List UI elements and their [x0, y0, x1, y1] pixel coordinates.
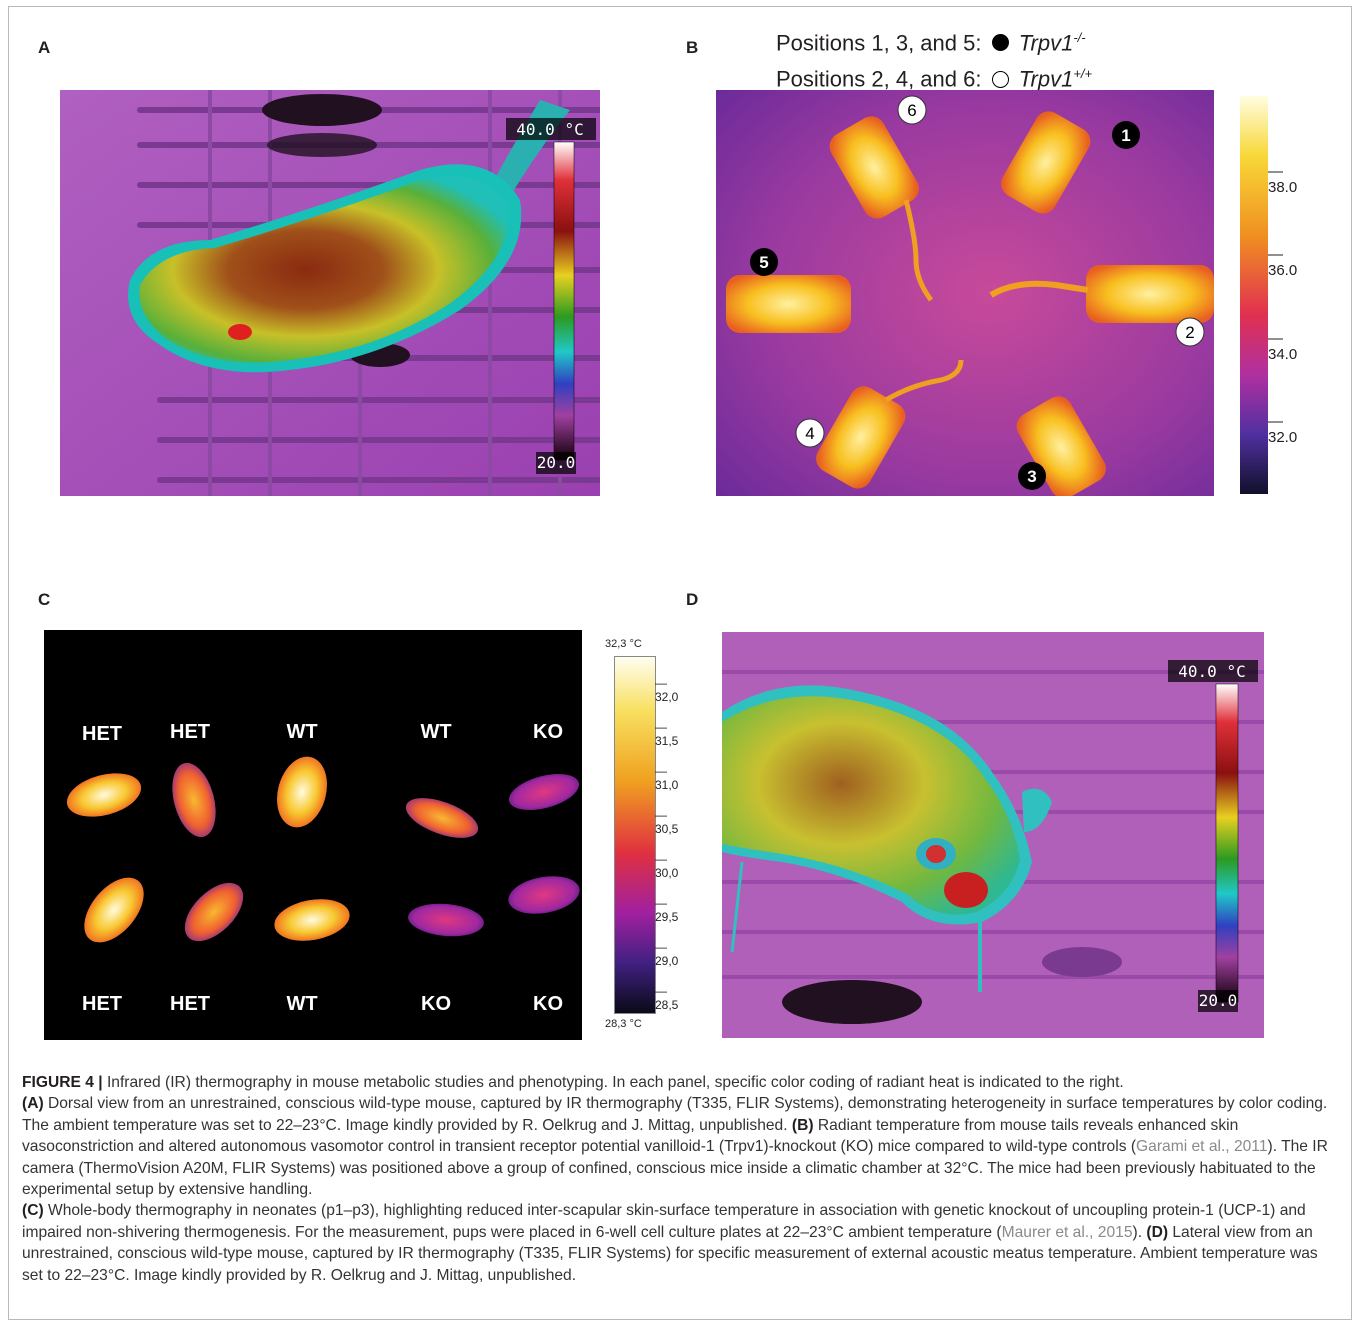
- caption-c-reference-link[interactable]: Maurer et al., 2015: [1001, 1223, 1133, 1241]
- panel-a-label: A: [38, 38, 51, 57]
- legend-line2-sup: +/+: [1073, 66, 1093, 82]
- panel-b-svg: 6 1 5 2 4 3: [716, 90, 1214, 496]
- legend-line1-sup: -/-: [1073, 30, 1086, 45]
- panel-b-thermal-image: 6 1 5 2 4 3: [716, 90, 1214, 496]
- pup-het-3: [84, 877, 144, 943]
- c-bottom-label-2: HET: [170, 993, 210, 1015]
- position-3-label: 3: [1027, 467, 1036, 486]
- c-bottom-label-4: KO: [421, 993, 451, 1015]
- c-tick-6: — 29,0: [655, 940, 679, 968]
- b-tick-32: — 32.0: [1268, 413, 1298, 446]
- pup-ko-1: [508, 773, 580, 811]
- position-6-label: 6: [907, 101, 916, 120]
- caption-a-label: (A): [22, 1095, 44, 1113]
- panel-b-colorbar: [1240, 96, 1268, 494]
- caption-d-label: (D): [1146, 1223, 1169, 1241]
- filled-circle-icon: [991, 34, 1009, 52]
- panel-d-scale-bottom: 20.0: [1199, 991, 1238, 1010]
- pup-ko-3: [508, 876, 580, 914]
- pup-het-1: [66, 773, 142, 817]
- panel-d-scale-top: 40.0 °C: [1178, 662, 1245, 681]
- c-tick-2: — 31,0: [655, 764, 679, 792]
- panel-b-legend-line1: Positions 1, 3, and 5: Trpv1-/-: [776, 22, 1092, 58]
- caption-c-text2: ).: [1132, 1223, 1143, 1241]
- mouse-5: [726, 275, 851, 333]
- panel-c-svg: HET HET WT WT KO HET HET WT KO KO: [66, 721, 580, 1015]
- pup-ko-2: [408, 903, 484, 937]
- figure-frame: [8, 6, 1352, 1320]
- b-tick-36: — 36.0: [1268, 246, 1298, 279]
- panel-a-scale-top: 40.0 °C: [516, 120, 583, 139]
- pup-het-4: [184, 882, 244, 942]
- position-1-label: 1: [1121, 126, 1130, 145]
- panel-c-scale-bottom: 28,3 °C: [605, 1018, 642, 1030]
- c-tick-3: — 30,5: [655, 808, 679, 836]
- b-tick-34: — 34.0: [1268, 330, 1298, 363]
- caption-c-label: (C): [22, 1202, 44, 1220]
- mouse-4: [816, 386, 906, 489]
- position-2-label: 2: [1185, 323, 1194, 342]
- caption-d-text: Lateral view from an unrestrained, consc…: [22, 1223, 1318, 1284]
- c-top-label-4: WT: [420, 721, 451, 743]
- c-tick-1: — 31,5: [655, 720, 679, 748]
- position-5-label: 5: [759, 253, 768, 272]
- legend-line2-prefix: Positions 2, 4, and 6:: [776, 66, 982, 92]
- caption-b-label: (B): [791, 1116, 814, 1134]
- c-tick-7: — 28,5: [655, 984, 679, 1012]
- figure-caption: FIGURE 4 | Infrared (IR) thermography in…: [22, 1072, 1340, 1286]
- panel-c-colorbar: [614, 656, 656, 1014]
- c-bottom-label-3: WT: [286, 993, 317, 1015]
- pup-wt-3: [274, 899, 350, 941]
- mouse-6: [829, 116, 919, 219]
- pup-het-2: [172, 762, 216, 838]
- panel-b-legend: Positions 1, 3, and 5: Trpv1-/- Position…: [776, 22, 1092, 95]
- panel-d-thermal-image: 40.0 °C 20.0: [722, 632, 1264, 1038]
- panel-d-svg: 40.0 °C 20.0: [722, 632, 1264, 1038]
- c-tick-4: — 30,0: [655, 852, 679, 880]
- caption-intro: Infrared (IR) thermography in mouse meta…: [102, 1074, 1124, 1091]
- caption-c-text1: Whole-body thermography in neonates (p1–…: [22, 1202, 1306, 1241]
- b-tick-38: — 38.0: [1268, 163, 1298, 196]
- c-tick-0: — 32,0: [655, 676, 679, 704]
- c-bottom-label-1: HET: [82, 993, 122, 1015]
- panel-b-label: B: [686, 38, 699, 57]
- panel-c-label: C: [38, 590, 51, 609]
- mouse-1: [1001, 111, 1091, 214]
- open-circle-icon: [991, 70, 1009, 88]
- pup-wt-2: [405, 798, 479, 838]
- c-top-label-5: KO: [533, 721, 563, 743]
- panel-c-scale-top: 32,3 °C: [605, 638, 642, 650]
- mouse-2: [1086, 265, 1214, 323]
- legend-line1-gene: Trpv1: [1018, 30, 1074, 56]
- panel-d-label: D: [686, 590, 699, 609]
- mouse-3: [1016, 396, 1106, 496]
- caption-b-reference-link[interactable]: Garami et al., 2011: [1136, 1138, 1268, 1156]
- c-tick-5: — 29,5: [655, 896, 679, 924]
- c-top-label-2: HET: [170, 721, 210, 743]
- caption-b-text2: ). The IR camera (ThermoVision A20M, FLI…: [22, 1138, 1328, 1199]
- c-top-label-3: WT: [286, 721, 317, 743]
- panel-a-thermal-image: 40.0 °C 20.0: [60, 90, 600, 496]
- panel-a-svg: 40.0 °C 20.0: [60, 90, 600, 496]
- panel-b-legend-line2: Positions 2, 4, and 6: Trpv1+/+: [776, 58, 1092, 94]
- caption-a-text: Dorsal view from an unrestrained, consci…: [22, 1095, 1328, 1134]
- panel-a-scale-bottom: 20.0: [537, 453, 576, 472]
- caption-b-text1: Radiant temperature from mouse tails rev…: [22, 1116, 1239, 1156]
- c-bottom-label-5: KO: [533, 993, 563, 1015]
- legend-line2-gene: Trpv1: [1018, 66, 1074, 92]
- legend-line1-prefix: Positions 1, 3, and 5:: [776, 30, 982, 56]
- caption-figure-label: FIGURE 4 |: [22, 1074, 103, 1091]
- panel-c-thermal-image: HET HET WT WT KO HET HET WT KO KO: [44, 630, 582, 1040]
- pup-wt-1: [277, 756, 327, 828]
- c-top-label-1: HET: [82, 723, 122, 745]
- position-4-label: 4: [805, 424, 814, 443]
